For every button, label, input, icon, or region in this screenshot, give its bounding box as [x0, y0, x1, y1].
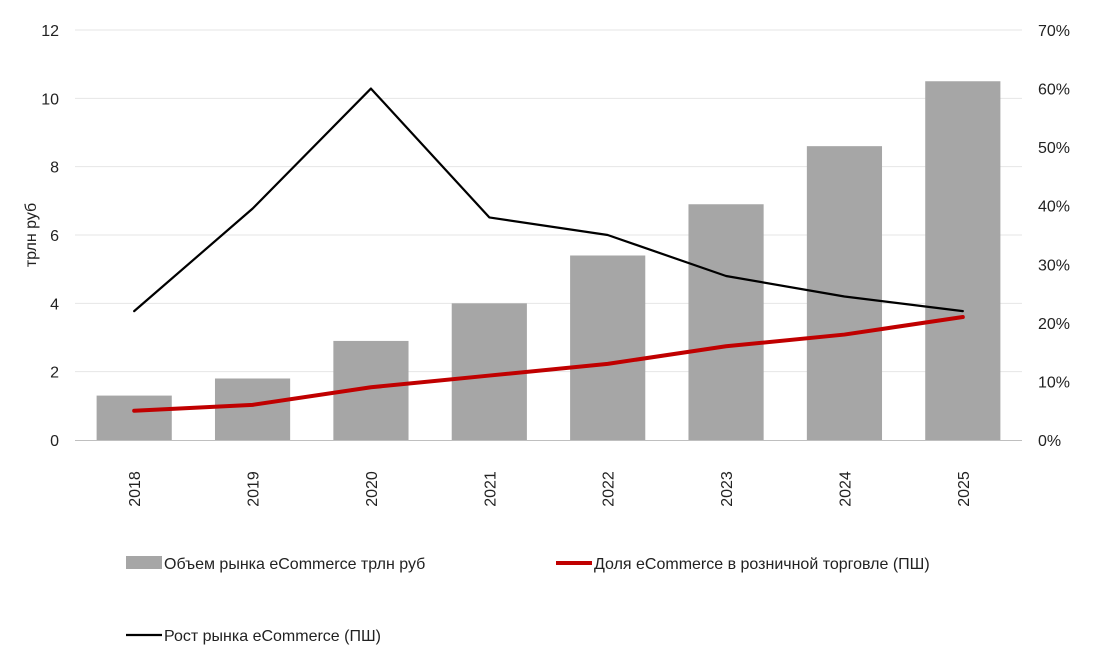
y2-tick-label: 40% — [1038, 199, 1070, 216]
y-tick-label: 10 — [41, 91, 59, 108]
x-tick-label: 2022 — [601, 471, 618, 507]
y2-tick-label: 10% — [1038, 374, 1070, 391]
lines — [132, 87, 965, 413]
y2-tick-label: 30% — [1038, 257, 1070, 274]
axes: 0 2 4 6 8 10 12 0% 10% 20% 30% 40% 50% 60% 70% 2018 2019… — [41, 23, 1070, 507]
bar-2023 — [688, 204, 764, 440]
y2-tick-label: 60% — [1038, 82, 1070, 99]
y-tick-label: 8 — [50, 160, 59, 177]
x-tick-label: 2018 — [127, 471, 144, 507]
y-tick-label: 6 — [50, 228, 59, 245]
x-tick-label: 2021 — [482, 471, 499, 507]
y2-tick-label: 50% — [1038, 140, 1070, 157]
y2-tick-label: 0% — [1038, 433, 1061, 450]
y2-tick-label: 70% — [1038, 23, 1070, 40]
line-series-2 — [133, 87, 964, 313]
y2-tick-label: 20% — [1038, 316, 1070, 333]
legend-label: Доля eCommerce в розничной торговле (ПШ) — [594, 556, 930, 573]
bar-2025 — [925, 81, 1001, 440]
x-tick-label: 2019 — [246, 471, 263, 507]
y-tick-label: 4 — [50, 296, 59, 313]
legend: Объем рынка eCommerce трлн руб Доля eComm… — [126, 556, 930, 645]
y-tick-label: 12 — [41, 23, 59, 40]
bars — [96, 81, 1001, 440]
y-tick-label: 2 — [50, 365, 59, 382]
bar-2022 — [570, 255, 646, 440]
x-tick-label: 2020 — [364, 471, 381, 507]
x-tick-label: 2024 — [837, 471, 854, 507]
bar-2019 — [214, 378, 291, 440]
legend-label: Объем рынка eCommerce трлн руб — [164, 556, 425, 573]
line-series-1 — [132, 315, 965, 413]
bar-2018 — [96, 395, 172, 440]
legend-label: Рост рынка eCommerce (ПШ) — [164, 628, 381, 645]
x-tick-label: 2025 — [956, 471, 973, 507]
legend-swatch-bar — [126, 556, 162, 569]
y-tick-label: 0 — [50, 433, 59, 450]
bar-2024 — [806, 146, 883, 440]
y-axis-title: трлн руб — [23, 203, 40, 267]
x-tick-label: 2023 — [719, 471, 736, 507]
